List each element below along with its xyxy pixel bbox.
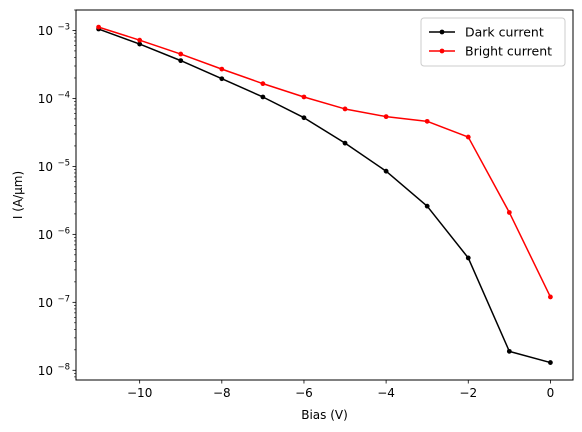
y-tick-exponent: −5 — [57, 158, 70, 168]
data-point — [548, 360, 553, 365]
legend-marker — [439, 29, 445, 35]
data-point — [260, 81, 266, 87]
series-line — [98, 26, 552, 298]
data-point — [424, 118, 430, 124]
data-point — [178, 51, 184, 57]
y-tick-exponent: −4 — [57, 90, 70, 100]
data-point — [96, 24, 101, 30]
y-tick-exponent: −3 — [57, 22, 70, 32]
y-tick-label: 10 — [38, 160, 53, 174]
y-tick-label: 10 — [38, 24, 53, 38]
y-axis-label: I (A/μm) — [11, 171, 25, 219]
legend-label: Dark current — [465, 25, 544, 40]
data-point — [219, 76, 225, 82]
data-point — [465, 134, 471, 140]
data-point — [383, 114, 389, 120]
y-tick-label: 10 — [38, 92, 53, 106]
data-point — [219, 66, 225, 72]
plot-frame — [75, 9, 574, 381]
y-tick-exponent: −6 — [57, 226, 70, 236]
data-point — [506, 348, 512, 354]
data-point — [260, 94, 266, 100]
data-point — [383, 168, 389, 174]
legend-box — [420, 17, 566, 67]
data-point — [548, 294, 553, 300]
x-tick-label: −2 — [459, 386, 477, 400]
data-point — [424, 203, 430, 209]
data-point — [342, 106, 348, 112]
x-tick-label: −4 — [377, 386, 395, 400]
y-tick-label: 10 — [38, 296, 53, 310]
series-layer — [96, 24, 553, 365]
legend-marker — [439, 48, 445, 54]
data-point — [137, 41, 143, 47]
y-tick-label: 10 — [38, 364, 53, 378]
legend-label: Bright current — [465, 44, 552, 59]
x-axis-label: Bias (V) — [301, 408, 348, 422]
data-point — [301, 94, 307, 100]
legend: Dark current Bright current — [420, 17, 566, 67]
x-axis: −10 −8 −6 −4 −2 0 — [127, 380, 554, 400]
x-tick-label: −10 — [127, 386, 152, 400]
data-point — [342, 140, 348, 146]
data-point — [465, 255, 471, 261]
y-tick-exponent: −7 — [57, 294, 70, 304]
data-point — [506, 210, 512, 215]
x-tick-label: 0 — [547, 386, 555, 400]
y-axis: 10 −8 10 −7 10 −6 10 −5 10 −4 10 −3 — [38, 9, 76, 378]
y-tick-exponent: −8 — [57, 362, 70, 372]
data-point — [137, 37, 143, 43]
series-line — [98, 28, 551, 364]
x-tick-label: −6 — [295, 386, 313, 400]
data-point — [301, 115, 307, 121]
y-tick-label: 10 — [38, 228, 53, 242]
data-point — [178, 58, 184, 64]
x-tick-label: −8 — [213, 386, 231, 400]
